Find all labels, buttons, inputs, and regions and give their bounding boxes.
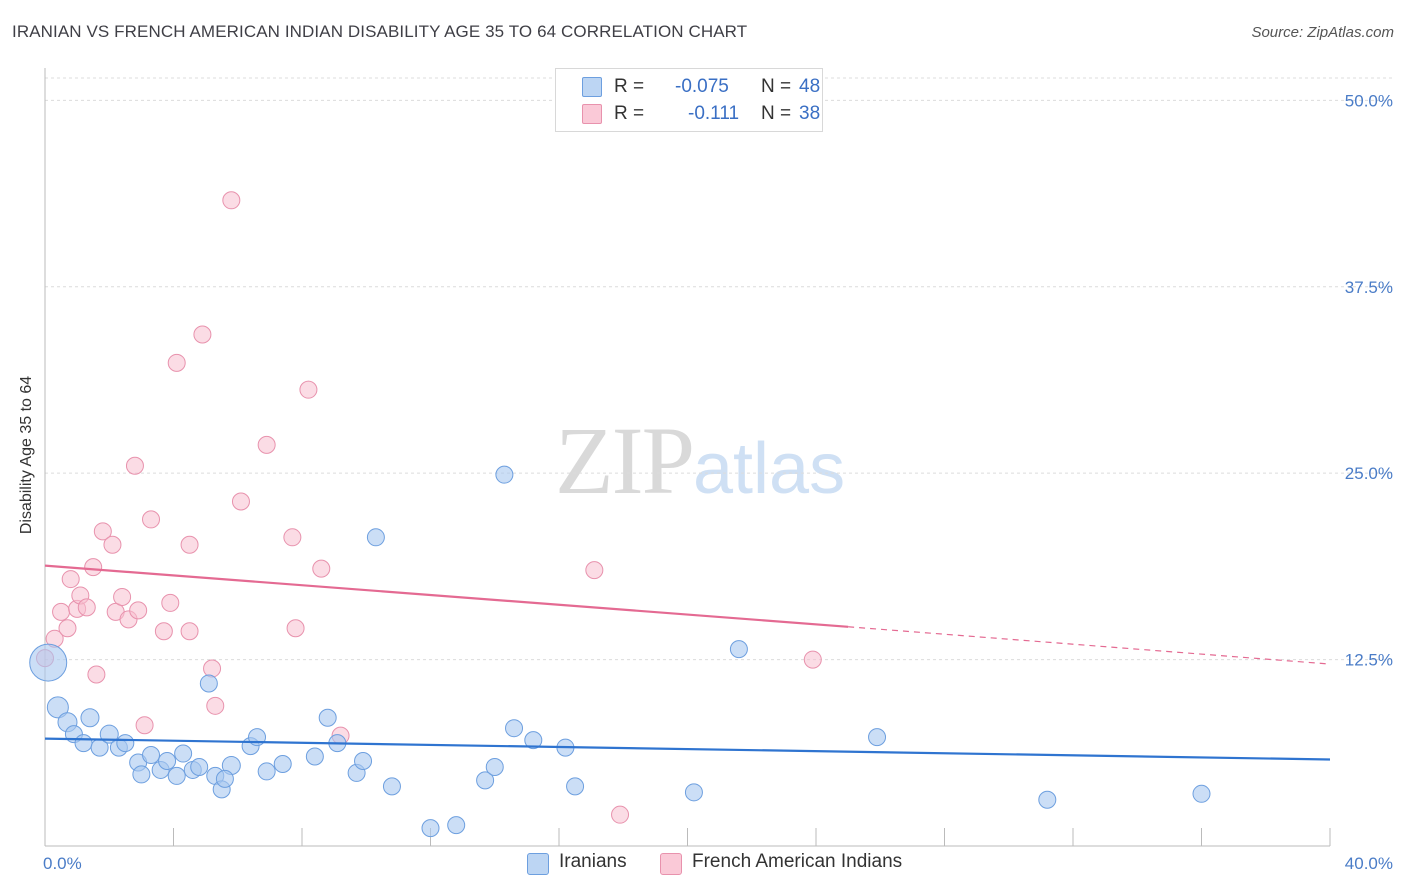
n-value: 38 (799, 103, 821, 124)
french-american-indians-point (193, 325, 212, 344)
iranians-point (684, 783, 703, 802)
y-tick-label: 25.0% (1345, 464, 1393, 483)
iranians-point (495, 465, 514, 484)
iranians-point (116, 734, 135, 753)
french-american-indians-point (312, 559, 331, 578)
french-american-indians-point (299, 380, 318, 399)
iranians-point (382, 777, 401, 796)
source-label: Source: ZipAtlas.com (1251, 24, 1394, 41)
legend-iranians-label: Iranians (559, 851, 627, 872)
french-american-indians-point (167, 353, 186, 372)
french-american-indians-point (222, 191, 241, 210)
french-american-indians-point (135, 716, 154, 735)
french-american-indians-point (611, 805, 630, 824)
iranians-point (1192, 784, 1211, 803)
n-value: 48 (799, 76, 821, 97)
french-american-indians-point (61, 570, 80, 589)
iranians-point (273, 754, 292, 773)
iranians-point (524, 731, 543, 750)
y-tick-label: 37.5% (1345, 278, 1393, 297)
french-american-indians-point (803, 650, 822, 669)
iranians-point (215, 769, 234, 788)
y-tick-label: 50.0% (1345, 91, 1393, 110)
iranians-point (354, 751, 373, 770)
iranians-point (868, 728, 887, 747)
iranians-point (1038, 790, 1057, 809)
iranians-point (142, 746, 161, 765)
iranians-point (257, 762, 276, 781)
french-american-indians-point (585, 561, 604, 580)
watermark-atlas: atlas (693, 429, 846, 509)
r-label: R = (614, 76, 645, 97)
iranians-point (566, 777, 585, 796)
french-american-indians-point (231, 492, 250, 511)
french-american-indians-point (58, 619, 77, 638)
french-legend-swatch (660, 853, 682, 875)
french-american-indians-point (180, 622, 199, 641)
french-american-indians-point (203, 659, 222, 678)
french-american-indians-point (129, 601, 148, 620)
iranians-point (132, 765, 151, 784)
iranians-point (305, 747, 324, 766)
french-trend-line-extension (848, 626, 1331, 665)
iranians-point (421, 819, 440, 838)
x-tick-label: 40.0% (1345, 854, 1393, 873)
french-american-indians-point (87, 665, 106, 684)
iranians-point (167, 766, 186, 785)
french-swatch (582, 104, 602, 124)
iranians-point (190, 757, 209, 776)
french-american-indians-point (283, 528, 302, 547)
french-american-indians-point (257, 435, 276, 454)
french-american-indians-point (125, 456, 144, 475)
french-trend-line (44, 564, 849, 628)
iranians-point (729, 640, 748, 659)
r-value: -0.111 (688, 103, 740, 124)
french-american-indians-point (180, 535, 199, 554)
french-american-indians-point (154, 622, 173, 641)
iranians-point (174, 744, 193, 763)
iranians-swatch (582, 77, 602, 97)
chart-title: IRANIAN VS FRENCH AMERICAN INDIAN DISABI… (12, 22, 748, 41)
watermark-zip: ZIP (555, 407, 695, 514)
iranians-point (80, 708, 100, 728)
french-american-indians-point (142, 510, 161, 529)
x-tick-label: 0.0% (43, 854, 82, 873)
n-label: N = (761, 103, 792, 124)
iranians-point (447, 816, 466, 835)
iranians-point (366, 528, 385, 547)
iranians-point (476, 771, 495, 790)
iranians-trend-line (44, 737, 1331, 761)
french-american-indians-point (77, 598, 96, 617)
iranians-legend-swatch (527, 853, 549, 875)
iranians-point (199, 674, 218, 693)
iranians-point (485, 757, 504, 776)
stats-legend: R = -0.075 N = 48 R = -0.111 N = 38 (555, 68, 823, 132)
french-american-indians-point (103, 535, 122, 554)
iranians-point (505, 719, 524, 738)
french-american-indians-point (113, 587, 132, 606)
french-american-indians-point (206, 696, 225, 715)
french-american-indians-point (286, 619, 305, 638)
r-value: -0.075 (675, 76, 729, 97)
iranians-point (74, 734, 93, 753)
iranians-point (29, 643, 68, 682)
french-american-indians-point (161, 593, 180, 612)
iranians-point (46, 696, 69, 719)
legend-french-label: French American Indians (692, 851, 903, 872)
french-american-indians-point (52, 602, 71, 621)
n-label: N = (761, 76, 792, 97)
french-american-indians-point (84, 558, 103, 577)
french-american-indians-point (93, 522, 112, 541)
iranians-point (318, 708, 337, 727)
r-label: R = (614, 103, 645, 124)
y-tick-label: 12.5% (1345, 651, 1393, 670)
watermark: ZIPatlas (555, 405, 845, 516)
iranians-point (158, 751, 177, 770)
